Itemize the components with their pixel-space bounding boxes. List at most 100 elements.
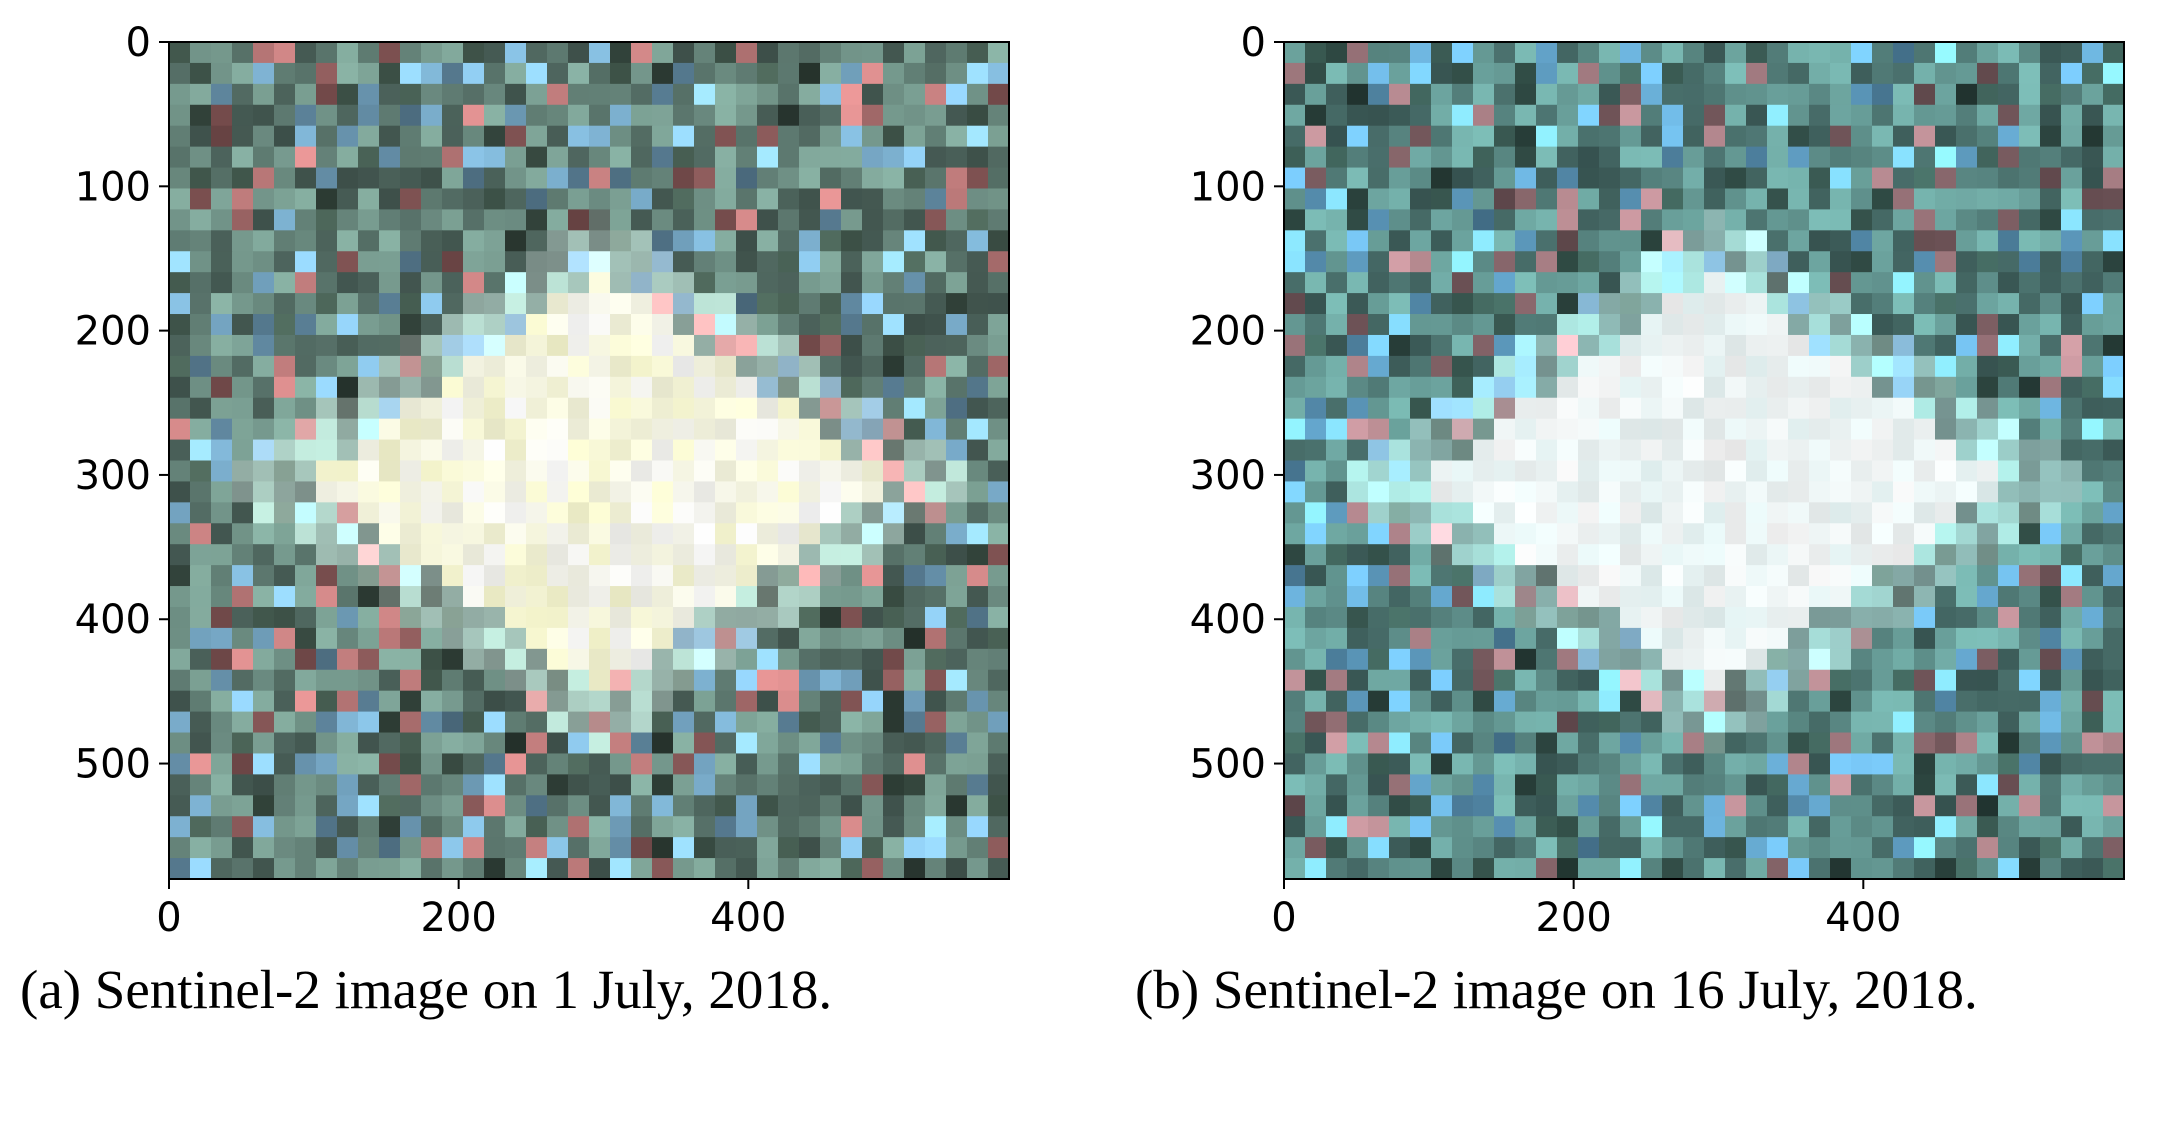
image-pixel — [841, 816, 863, 838]
image-pixel — [778, 418, 800, 441]
image-pixel — [841, 586, 863, 608]
image-pixel — [463, 816, 485, 838]
image-pixel — [652, 523, 674, 545]
image-pixel — [568, 711, 590, 734]
image-pixel — [337, 460, 359, 483]
image-pixel — [253, 523, 275, 545]
image-pixel — [946, 565, 968, 587]
image-pixel — [589, 816, 611, 838]
image-pixel — [232, 125, 254, 148]
image-pixel — [2082, 397, 2104, 420]
image-pixel — [1599, 837, 1621, 859]
image-pixel — [589, 251, 611, 273]
image-pixel — [946, 627, 968, 650]
image-pixel — [1662, 83, 1684, 106]
image-pixel — [526, 418, 548, 441]
image-pixel — [715, 272, 737, 294]
image-pixel — [547, 753, 569, 775]
image-pixel — [547, 565, 569, 587]
axes-frame — [1283, 41, 2125, 880]
image-pixel — [1767, 104, 1789, 127]
image-pixel — [1893, 230, 1915, 252]
image-pixel — [904, 837, 926, 859]
image-pixel — [946, 523, 968, 545]
image-pixel — [1557, 209, 1579, 231]
image-pixel — [631, 83, 653, 106]
image-pixel — [316, 774, 338, 796]
image-pixel — [1452, 795, 1474, 817]
image-pixel — [2103, 251, 2125, 273]
image-pixel — [1599, 627, 1621, 650]
image-pixel — [1599, 732, 1621, 755]
image-pixel — [2061, 146, 2083, 169]
image-pixel — [1557, 376, 1579, 399]
image-pixel — [715, 167, 737, 190]
image-pixel — [1683, 188, 1705, 210]
image-pixel — [2082, 418, 2104, 441]
image-pixel — [1515, 293, 1537, 315]
image-pixel — [610, 167, 632, 190]
image-pixel — [1557, 272, 1579, 294]
image-pixel — [1347, 711, 1369, 734]
image-pixel — [1452, 418, 1474, 441]
image-pixel — [1305, 167, 1327, 190]
image-pixel — [400, 648, 422, 671]
image-pixel — [1536, 648, 1558, 671]
image-pixel — [358, 606, 380, 629]
image-pixel — [652, 251, 674, 273]
image-pixel — [778, 209, 800, 231]
image-pixel — [1683, 146, 1705, 169]
image-pixel — [1977, 439, 1999, 462]
image-pixel — [1347, 272, 1369, 294]
image-pixel — [1641, 397, 1663, 420]
image-pixel — [1809, 104, 1831, 127]
image-pixel — [1935, 62, 1957, 85]
image-pixel — [568, 732, 590, 755]
image-pixel — [1956, 42, 1978, 64]
image-pixel — [337, 669, 359, 692]
image-pixel — [1326, 355, 1348, 378]
image-pixel — [589, 502, 611, 524]
image-pixel — [820, 648, 842, 671]
image-pixel — [505, 293, 527, 315]
image-pixel — [1494, 606, 1516, 629]
image-pixel — [1620, 795, 1642, 817]
image-pixel — [1872, 774, 1894, 796]
image-pixel — [1431, 104, 1453, 127]
image-pixel — [1914, 753, 1936, 775]
image-pixel — [988, 523, 1010, 545]
image-pixel — [1683, 627, 1705, 650]
image-pixel — [547, 711, 569, 734]
image-pixel — [568, 251, 590, 273]
image-pixel — [1473, 460, 1495, 483]
image-pixel — [547, 125, 569, 148]
image-pixel — [1515, 795, 1537, 817]
image-pixel — [1893, 314, 1915, 336]
image-pixel — [799, 481, 821, 503]
image-pixel — [1977, 62, 1999, 85]
image-pixel — [1746, 188, 1768, 210]
image-pixel — [715, 523, 737, 545]
image-pixel — [988, 837, 1010, 859]
image-pixel — [568, 586, 590, 608]
image-pixel — [715, 858, 737, 880]
image-pixel — [1326, 376, 1348, 399]
image-pixel — [1704, 795, 1726, 817]
image-pixel — [400, 251, 422, 273]
image-pixel — [1620, 690, 1642, 713]
image-pixel — [2040, 648, 2062, 671]
image-pixel — [2040, 816, 2062, 838]
image-pixel — [988, 188, 1010, 210]
image-pixel — [862, 795, 884, 817]
image-pixel — [1389, 711, 1411, 734]
image-pixel — [421, 837, 443, 859]
image-pixel — [1641, 188, 1663, 210]
image-pixel — [400, 690, 422, 713]
image-pixel — [547, 230, 569, 252]
image-pixel — [1977, 627, 1999, 650]
image-pixel — [1725, 83, 1747, 106]
image-pixel — [1851, 439, 1873, 462]
image-pixel — [1809, 125, 1831, 148]
image-pixel — [232, 188, 254, 210]
image-pixel — [1536, 586, 1558, 608]
